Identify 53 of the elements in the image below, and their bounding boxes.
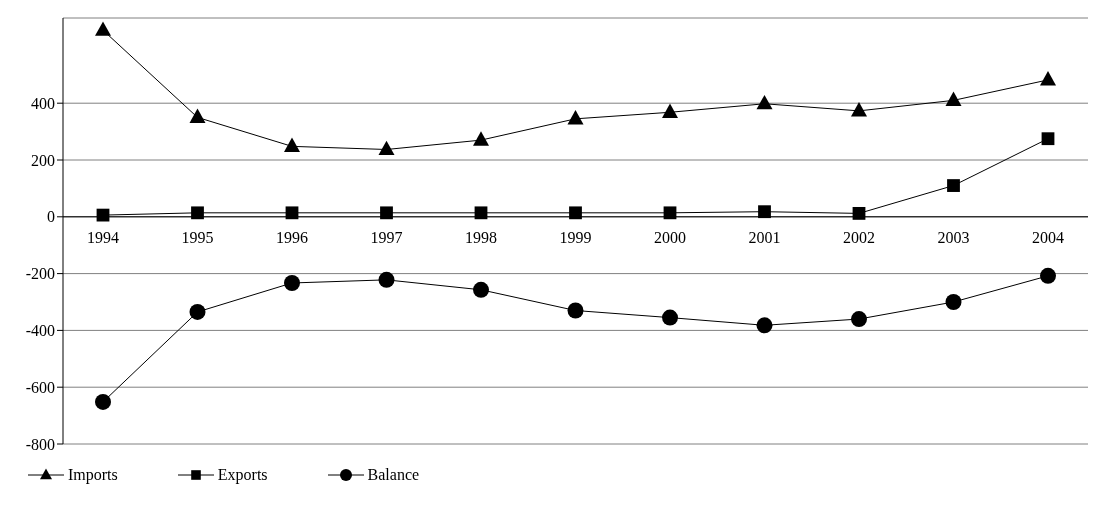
x-tick-label: 1998	[465, 228, 497, 246]
x-tick-label: 1997	[370, 228, 403, 246]
x-tick-label: 1996	[276, 228, 308, 246]
y-tick-label: -600	[25, 378, 55, 396]
legend-label: Imports	[68, 466, 118, 484]
point	[945, 294, 962, 310]
x-tick-label: 2001	[748, 228, 781, 246]
point	[285, 206, 299, 220]
point	[756, 94, 773, 110]
point	[473, 281, 489, 298]
y-tick-label: -200	[25, 265, 55, 283]
x-tick-label: 2003	[937, 228, 970, 246]
point	[1041, 132, 1055, 146]
point	[378, 140, 395, 156]
x-tick-label: 1999	[559, 228, 592, 246]
point	[1040, 267, 1056, 284]
x-tick-label: 1995	[181, 228, 214, 246]
point	[663, 206, 677, 220]
x-tick-label: 2004	[1032, 228, 1064, 246]
point	[851, 102, 867, 117]
y-tick-label: 400	[31, 94, 55, 112]
point	[756, 317, 773, 334]
y-tick-label: 200	[31, 151, 55, 169]
x-tick-label: 2000	[654, 228, 686, 246]
point	[95, 393, 111, 410]
legend-label: Balance	[367, 466, 420, 484]
y-tick-label: -800	[25, 435, 55, 453]
point	[945, 91, 962, 106]
legend-label: Exports	[217, 466, 268, 484]
y-tick-label: 0	[47, 208, 55, 226]
y-tick-label: -400	[25, 322, 55, 340]
point	[378, 271, 395, 288]
point	[852, 206, 866, 220]
point	[758, 205, 771, 219]
point	[569, 206, 582, 220]
x-tick-label: 2002	[843, 228, 875, 246]
point	[851, 311, 867, 328]
x-tick-label: 1994	[87, 228, 119, 246]
point	[1040, 71, 1056, 86]
point	[662, 103, 678, 118]
point	[189, 303, 206, 320]
point	[380, 206, 393, 220]
point	[191, 206, 204, 220]
point	[473, 131, 489, 146]
point	[474, 206, 488, 220]
point	[284, 274, 300, 291]
point	[567, 302, 584, 319]
point	[284, 137, 300, 152]
point	[95, 21, 111, 36]
point	[189, 108, 206, 123]
point	[662, 309, 678, 326]
point	[567, 110, 584, 125]
point	[947, 179, 960, 192]
